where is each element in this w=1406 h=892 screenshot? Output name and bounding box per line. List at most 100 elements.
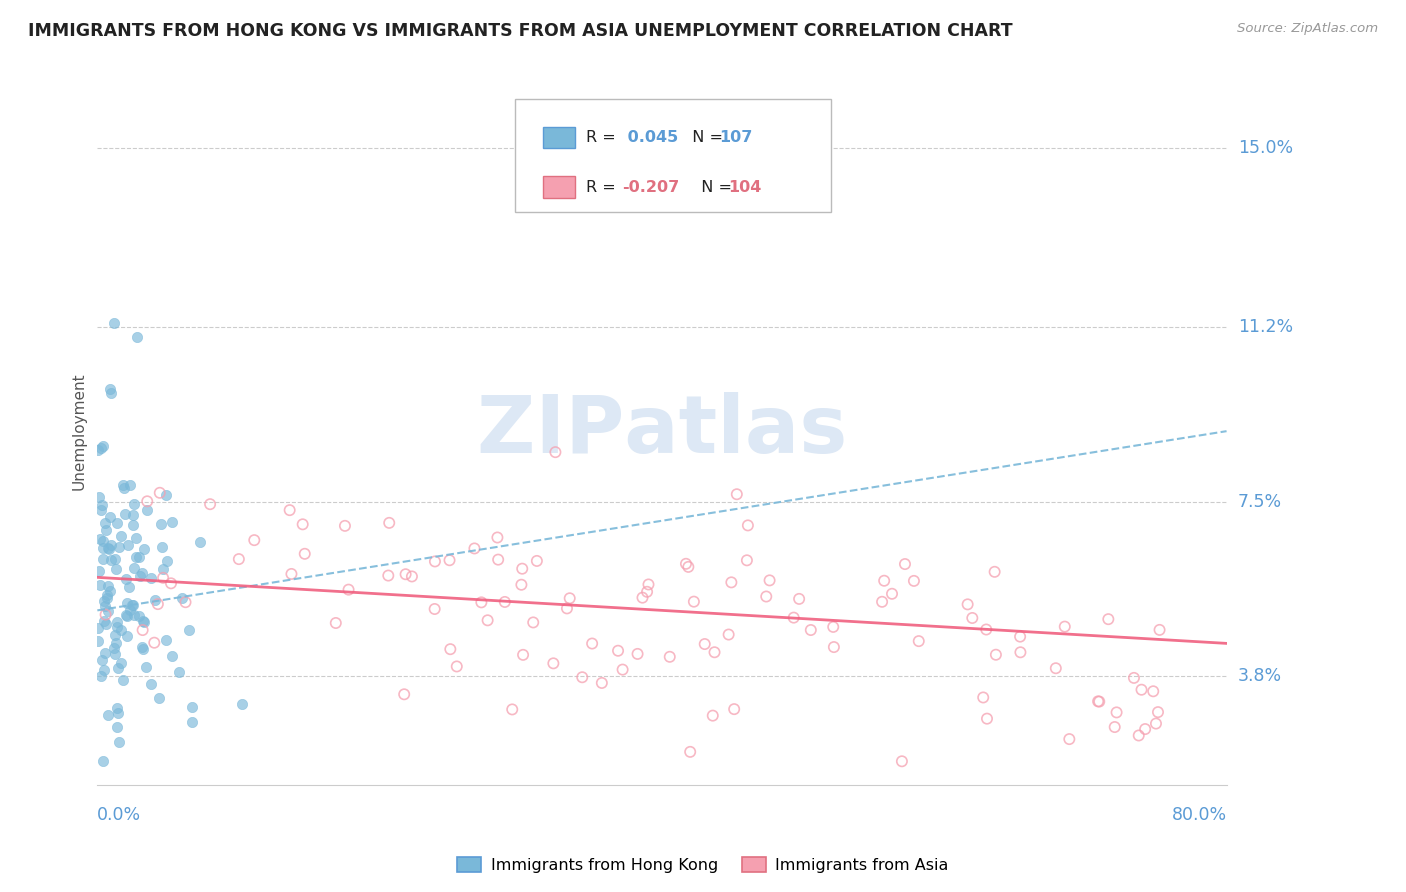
Point (976, 712, 998, 726)
Point (110, 529, 132, 543)
Point (135, 503, 157, 517)
Point (984, 648, 1007, 662)
Point (94, 616, 117, 631)
Point (98, 510, 121, 524)
Point (1130, 682, 1153, 697)
Point (128, 608, 150, 623)
Point (180, 715, 202, 730)
Point (160, 649, 183, 664)
Point (111, 478, 134, 492)
Point (110, 656, 132, 670)
Point (90, 441, 112, 455)
Point (392, 687, 415, 701)
Text: 104: 104 (728, 179, 762, 194)
Point (118, 580, 141, 594)
Point (120, 477, 142, 491)
Point (423, 602, 446, 616)
Point (115, 607, 138, 622)
Point (148, 691, 170, 706)
Point (122, 598, 145, 612)
Point (800, 623, 823, 637)
Point (377, 568, 399, 582)
Point (121, 518, 143, 533)
Point (333, 519, 356, 533)
Point (105, 620, 128, 634)
Point (1097, 612, 1119, 626)
Point (1087, 694, 1109, 708)
Point (693, 637, 716, 651)
Point (87, 564, 110, 578)
Point (890, 754, 912, 768)
Point (510, 562, 533, 576)
Point (486, 552, 509, 566)
Point (683, 594, 706, 608)
Point (98, 583, 121, 598)
Point (894, 557, 917, 571)
Point (720, 575, 742, 590)
Point (544, 445, 567, 459)
Point (401, 569, 423, 583)
Point (93, 614, 115, 628)
Point (446, 659, 468, 673)
Point (501, 702, 523, 716)
Point (735, 553, 758, 567)
Point (97, 541, 120, 555)
Point (558, 591, 581, 606)
Point (972, 690, 994, 705)
Point (179, 624, 201, 638)
Point (150, 517, 173, 532)
Point (228, 552, 250, 566)
Point (112, 481, 135, 495)
Point (87, 491, 110, 505)
Point (94, 646, 117, 660)
Point (103, 641, 125, 656)
Point (93, 593, 115, 607)
Point (280, 566, 302, 581)
Text: 15.0%: 15.0% (1237, 139, 1294, 157)
Point (956, 598, 979, 612)
Point (494, 595, 516, 609)
Point (758, 574, 780, 588)
Point (117, 608, 139, 623)
Point (120, 603, 142, 617)
Point (510, 578, 533, 592)
Text: 7.5%: 7.5% (1237, 493, 1282, 511)
Point (97, 579, 120, 593)
Point (86, 633, 108, 648)
Point (97, 604, 120, 618)
Point (152, 562, 174, 576)
Point (823, 620, 845, 634)
Point (783, 610, 806, 624)
Point (150, 541, 173, 555)
Point (294, 547, 316, 561)
Point (737, 518, 759, 533)
Point (131, 623, 153, 637)
Point (93, 516, 115, 530)
Point (337, 582, 360, 597)
Point (439, 642, 461, 657)
Point (1045, 661, 1067, 675)
Point (136, 494, 159, 508)
Point (470, 595, 492, 609)
Text: ZIP​atlas: ZIP​atlas (477, 392, 848, 470)
Point (725, 487, 748, 501)
Point (155, 633, 177, 648)
Point (128, 550, 150, 565)
Point (91, 653, 114, 667)
Point (1147, 705, 1170, 719)
Point (974, 623, 997, 637)
Point (105, 615, 128, 629)
Point (105, 720, 128, 734)
Point (141, 677, 163, 691)
Point (675, 557, 697, 571)
Point (702, 708, 724, 723)
Point (89, 532, 111, 546)
Point (703, 645, 725, 659)
Point (243, 533, 266, 548)
Point (87, 621, 110, 635)
Point (278, 503, 301, 517)
Point (1128, 729, 1150, 743)
Point (149, 485, 172, 500)
Point (98, 382, 121, 396)
Point (1104, 720, 1126, 734)
